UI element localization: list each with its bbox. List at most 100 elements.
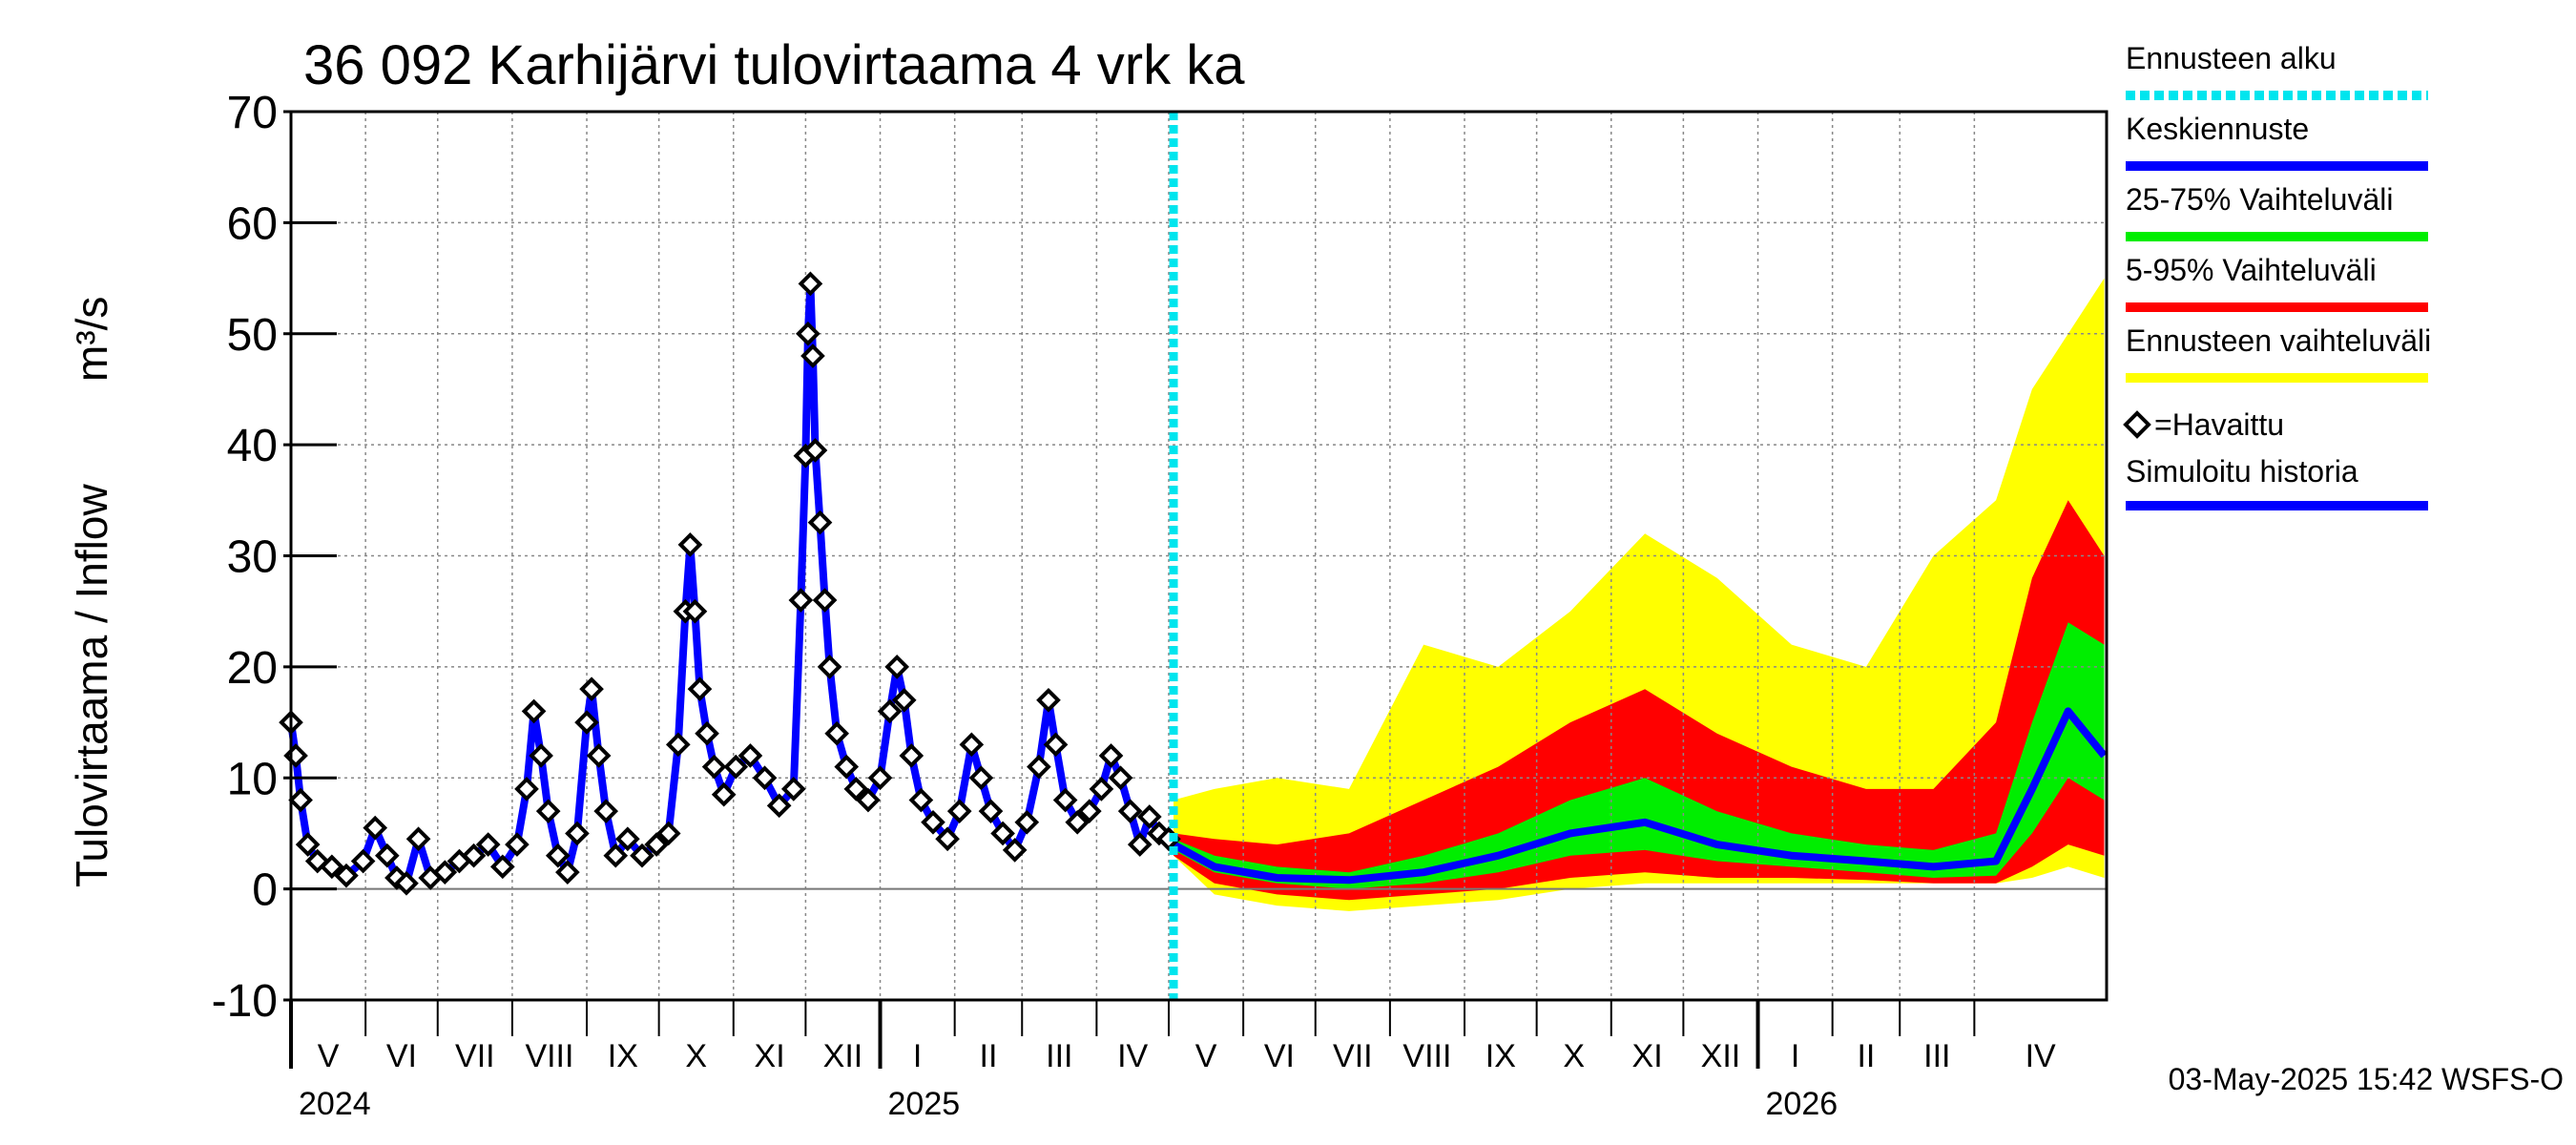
observed-point <box>363 815 388 841</box>
observed-point <box>796 321 821 346</box>
legend-item: Ennusteen vaihteluväli <box>2126 323 2431 383</box>
observed-point <box>737 743 763 768</box>
x-tick-label: VIII <box>525 1038 573 1074</box>
observed-point <box>990 821 1015 846</box>
observed-point <box>935 826 960 852</box>
x-tick-label: VIII <box>1402 1038 1451 1074</box>
observed-point <box>884 655 910 679</box>
observed-point <box>405 826 431 852</box>
observed-point <box>615 826 640 852</box>
observed-point <box>921 809 945 835</box>
observed-point <box>565 821 590 846</box>
observed-point <box>288 787 313 813</box>
observed-point <box>1089 777 1114 802</box>
y-axis-unit: m³/s <box>67 297 116 382</box>
observed-point <box>644 832 669 857</box>
year-label: 2026 <box>1766 1086 1839 1122</box>
legend-label: Ennusteen vaihteluväli <box>2126 323 2431 358</box>
year-label: 2024 <box>299 1086 371 1122</box>
x-tick-label: IV <box>2025 1038 2056 1074</box>
legend-label: Keskiennuste <box>2126 112 2309 146</box>
observed-point <box>968 765 994 791</box>
y-tick-label: -10 <box>212 976 278 1027</box>
legend-item: Simuloitu historia <box>2126 454 2428 510</box>
y-tick-label: 70 <box>227 88 278 138</box>
footer-timestamp: 03-May-2025 15:42 WSFS-O <box>2169 1062 2564 1096</box>
observed-point <box>1098 743 1124 768</box>
observed-point <box>1127 832 1153 857</box>
observed-point <box>505 832 530 857</box>
observed-point <box>682 598 708 624</box>
observed-point <box>807 510 833 535</box>
legend-label: 25-75% Vaihteluväli <box>2126 182 2393 217</box>
observed-point <box>579 677 604 701</box>
x-tick-label: III <box>1046 1038 1072 1074</box>
observed-point <box>574 710 599 735</box>
y-tick-label: 30 <box>227 532 278 583</box>
observed-point <box>1052 787 1078 813</box>
observed-point <box>1137 804 1162 829</box>
plot-frame <box>289 110 2109 1002</box>
observed-point <box>529 743 553 768</box>
y-tick-label: 40 <box>227 421 278 471</box>
x-tick-label: IV <box>1117 1038 1148 1074</box>
observed-point <box>1065 809 1091 835</box>
observed-point <box>798 271 823 297</box>
legend-label: =Havaittu <box>2154 407 2284 442</box>
observed-point <box>283 743 308 768</box>
observed-point <box>1076 799 1102 823</box>
observed-point <box>1108 765 1133 791</box>
axes: V VI VII VIII IX X XI XII I II III IV V VI VII VIII IX X X… <box>212 88 2109 1122</box>
observed-point <box>461 843 487 868</box>
observed-point <box>723 754 749 780</box>
observed-point <box>603 843 629 868</box>
x-tick-label: III <box>1923 1038 1950 1074</box>
y-tick-label: 0 <box>252 865 278 916</box>
observed-point <box>834 754 860 780</box>
chart-title: 36 092 Karhijärvi tulovirtaama 4 vrk ka <box>303 34 1245 96</box>
observed-point <box>711 781 737 807</box>
observed-point <box>1036 687 1061 713</box>
observed-point <box>593 799 619 823</box>
observed-point <box>334 863 359 888</box>
legend-label: Simuloitu historia <box>2126 454 2358 489</box>
legend-item: 5-95% Vaihteluväli <box>2126 253 2428 312</box>
x-tick-label: XI <box>1632 1038 1663 1074</box>
x-tick-label: XII <box>1701 1038 1741 1074</box>
x-tick-label: XII <box>823 1038 863 1074</box>
x-tick-label: VI <box>386 1038 417 1074</box>
x-tick-label: X <box>685 1038 707 1074</box>
observed-point <box>295 832 321 857</box>
observed-point <box>867 765 893 791</box>
legend-item: 25-75% Vaihteluväli <box>2126 182 2428 241</box>
observed-point <box>586 743 612 768</box>
observed-point <box>665 732 691 758</box>
observed-point <box>946 799 972 823</box>
observed-point <box>800 344 825 368</box>
observed-point <box>432 860 458 885</box>
band-25-75 <box>1174 622 2105 889</box>
band-5-95 <box>1174 500 2105 901</box>
observed-point <box>959 732 985 758</box>
y-axis-label: Tulovirtaama / Inflow <box>67 484 116 887</box>
x-tick-label: II <box>980 1038 998 1074</box>
legend-item: Ennusteen alku <box>2126 41 2428 100</box>
x-tick-label: V <box>318 1038 340 1074</box>
observed-point <box>677 532 703 557</box>
x-tick-label: IX <box>608 1038 638 1074</box>
observed-point <box>780 777 806 802</box>
observed-point <box>545 843 571 868</box>
observed-point <box>908 787 934 813</box>
observed-point <box>350 848 376 874</box>
legend-label: 5-95% Vaihteluväli <box>2126 253 2377 287</box>
observed-point <box>752 765 778 791</box>
x-tick-label: IX <box>1485 1038 1516 1074</box>
observed-point <box>843 777 869 802</box>
observed-point <box>555 860 580 885</box>
observed-point <box>1043 732 1069 758</box>
forecast-range-band <box>1174 278 2105 911</box>
series <box>279 112 2108 1000</box>
observed-point <box>374 843 400 868</box>
observed-point <box>687 677 713 701</box>
forecast-bands <box>1174 278 2105 911</box>
